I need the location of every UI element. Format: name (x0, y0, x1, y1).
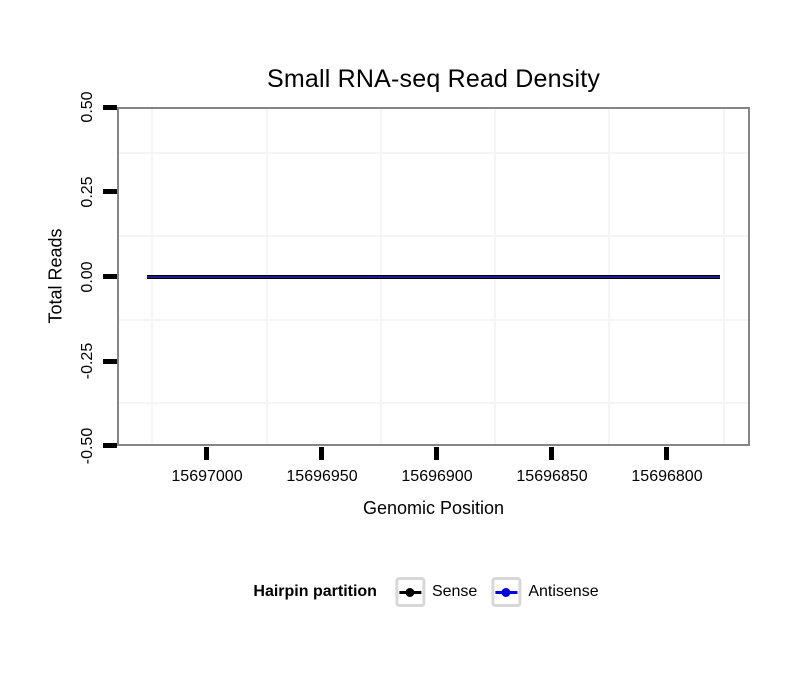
legend-title: Hairpin partition (253, 583, 377, 600)
y-axis-title: Total Reads (45, 228, 66, 324)
legend-entry-sense: Sense (394, 577, 478, 607)
x-tick-mark (664, 447, 669, 460)
legend-entry-antisense: Antisense (491, 577, 599, 607)
y-tick-label: 0.25 (79, 176, 96, 208)
legend-key-antisense (491, 577, 522, 607)
y-tick-mark (103, 359, 117, 364)
x-tick-mark (549, 447, 554, 460)
x-tick-label: 15696950 (286, 468, 358, 485)
sense-point-icon (405, 587, 415, 597)
y-tick-mark (103, 274, 117, 279)
x-tick-mark (204, 447, 209, 460)
x-tick-mark (319, 447, 324, 460)
y-tick-label: 0.50 (79, 91, 96, 123)
x-tick-label: 15696850 (516, 468, 588, 485)
minor-gridline-horizontal (119, 151, 748, 154)
x-tick-label: 15696800 (631, 468, 703, 485)
x-tick-label: 15696900 (401, 468, 473, 485)
chart-title: Small RNA-seq Read Density (266, 65, 601, 93)
legend-label-antisense: Antisense (528, 583, 599, 600)
sense-antisense-overlapping-line (146, 274, 721, 279)
minor-gridline-horizontal (119, 402, 748, 405)
x-axis-title: Genomic Position (362, 498, 505, 518)
y-tick-label: -0.25 (79, 342, 96, 380)
minor-gridline-horizontal (119, 318, 748, 321)
legend: Hairpin partition Sense Antisense (253, 577, 612, 607)
legend-key-sense (394, 577, 425, 607)
x-tick-label: 15697000 (171, 468, 243, 485)
y-tick-mark (103, 189, 117, 194)
y-tick-label: 0.00 (79, 261, 96, 293)
y-tick-mark (103, 443, 117, 448)
x-tick-mark (434, 447, 439, 460)
plot-panel (117, 107, 750, 446)
minor-gridline-vertical (722, 109, 725, 444)
y-tick-mark (103, 105, 117, 110)
minor-gridline-horizontal (119, 234, 748, 237)
y-tick-label: -0.50 (79, 427, 96, 465)
antisense-point-icon (501, 587, 511, 597)
legend-label-sense: Sense (431, 583, 478, 600)
